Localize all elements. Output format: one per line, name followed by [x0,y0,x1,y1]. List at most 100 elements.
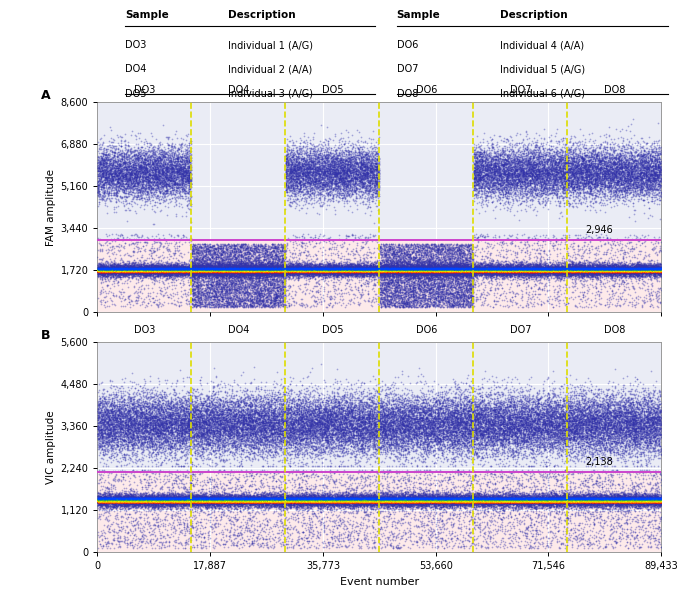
Point [466,400,477,410]
Point [599,496,610,506]
Point [197,497,208,507]
Point [473,269,484,279]
Point [587,263,599,273]
Point [632,259,643,269]
Point [544,428,555,437]
Point [470,425,481,435]
Point [193,265,204,275]
Point [129,268,140,277]
Point [113,496,124,505]
Point [188,494,199,503]
Point [466,296,477,306]
Point [184,495,195,505]
Point [525,268,537,277]
Point [364,494,375,503]
Point [643,494,654,504]
Point [285,265,296,274]
Point [509,430,520,440]
Point [420,496,431,506]
Point [505,169,516,179]
Point [401,491,412,501]
Point [527,259,538,269]
Point [540,413,551,423]
Point [537,497,548,506]
Point [650,154,661,164]
Point [155,263,166,273]
Point [169,431,180,441]
Point [404,270,415,280]
Point [142,493,153,503]
Point [121,267,132,277]
Point [537,179,548,188]
Point [97,155,108,164]
Point [633,265,644,274]
Point [555,497,567,506]
Point [622,264,633,274]
Point [395,262,406,271]
Point [485,266,496,275]
Point [200,267,212,277]
Point [183,265,194,275]
Point [596,172,607,182]
Point [515,236,526,245]
Point [221,253,232,263]
Point [625,496,636,506]
Point [355,268,366,277]
Point [633,184,644,193]
Point [546,493,557,503]
Point [94,182,105,192]
Point [628,434,640,444]
Point [136,536,148,545]
Point [495,167,506,177]
Point [377,415,388,424]
Point [533,494,544,503]
Point [642,500,654,510]
Point [310,494,322,504]
Point [411,247,422,256]
Point [548,166,559,175]
Point [150,495,161,505]
Point [425,440,436,450]
Point [572,166,583,176]
Point [459,498,470,508]
Point [271,264,283,274]
Point [651,170,663,180]
Point [226,409,237,418]
Point [232,497,243,507]
Point [635,416,647,426]
Point [612,266,624,275]
Point [537,264,548,274]
Point [560,150,571,160]
Point [562,496,573,505]
Point [345,497,356,506]
Point [503,263,514,273]
Point [356,181,367,191]
Point [326,496,337,506]
Point [226,512,237,521]
Point [578,160,589,169]
Point [159,266,170,275]
Point [357,417,368,427]
Point [361,449,372,459]
Point [380,265,391,275]
Point [653,496,664,505]
Point [168,266,179,275]
Point [177,265,189,275]
Point [484,499,495,508]
Point [357,266,368,275]
Point [548,496,560,506]
Point [528,498,539,508]
Point [455,428,466,438]
Point [629,266,640,276]
Point [623,266,634,275]
Point [116,497,127,507]
Point [455,416,466,426]
Point [436,243,448,253]
Point [342,421,353,431]
Point [410,496,421,505]
Point [434,491,445,500]
Point [206,494,217,504]
Point [161,163,173,172]
Point [453,430,464,439]
Point [603,175,614,185]
